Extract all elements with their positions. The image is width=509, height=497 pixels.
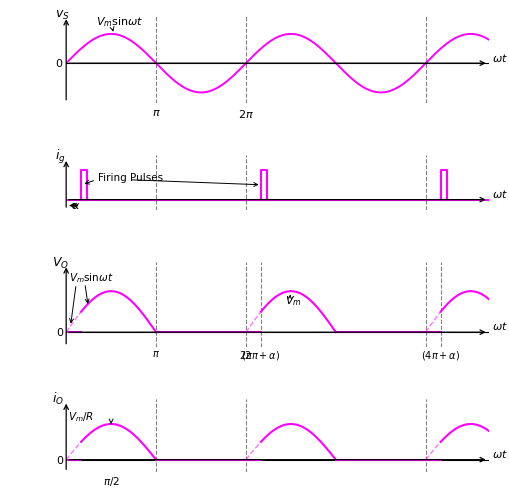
Text: $\omega t$: $\omega t$ (492, 448, 507, 460)
Text: $V_m/R$: $V_m/R$ (68, 411, 94, 424)
Text: $\omega t$: $\omega t$ (492, 188, 507, 200)
Text: $i_g$: $i_g$ (55, 148, 66, 166)
Text: $V_m\mathrm{sin}\omega t$: $V_m\mathrm{sin}\omega t$ (69, 271, 114, 285)
Text: $V_m\mathrm{sin}\omega t$: $V_m\mathrm{sin}\omega t$ (96, 15, 144, 29)
Text: $v_S$: $v_S$ (55, 9, 69, 22)
Text: $V_O$: $V_O$ (52, 255, 69, 271)
Text: $\omega t$: $\omega t$ (492, 320, 507, 332)
Text: $V_m$: $V_m$ (285, 294, 302, 308)
Text: Firing Pulses: Firing Pulses (98, 173, 163, 183)
Text: $\omega t$: $\omega t$ (492, 52, 507, 64)
Text: $i_O$: $i_O$ (52, 391, 64, 407)
Text: $\alpha$: $\alpha$ (71, 201, 80, 211)
